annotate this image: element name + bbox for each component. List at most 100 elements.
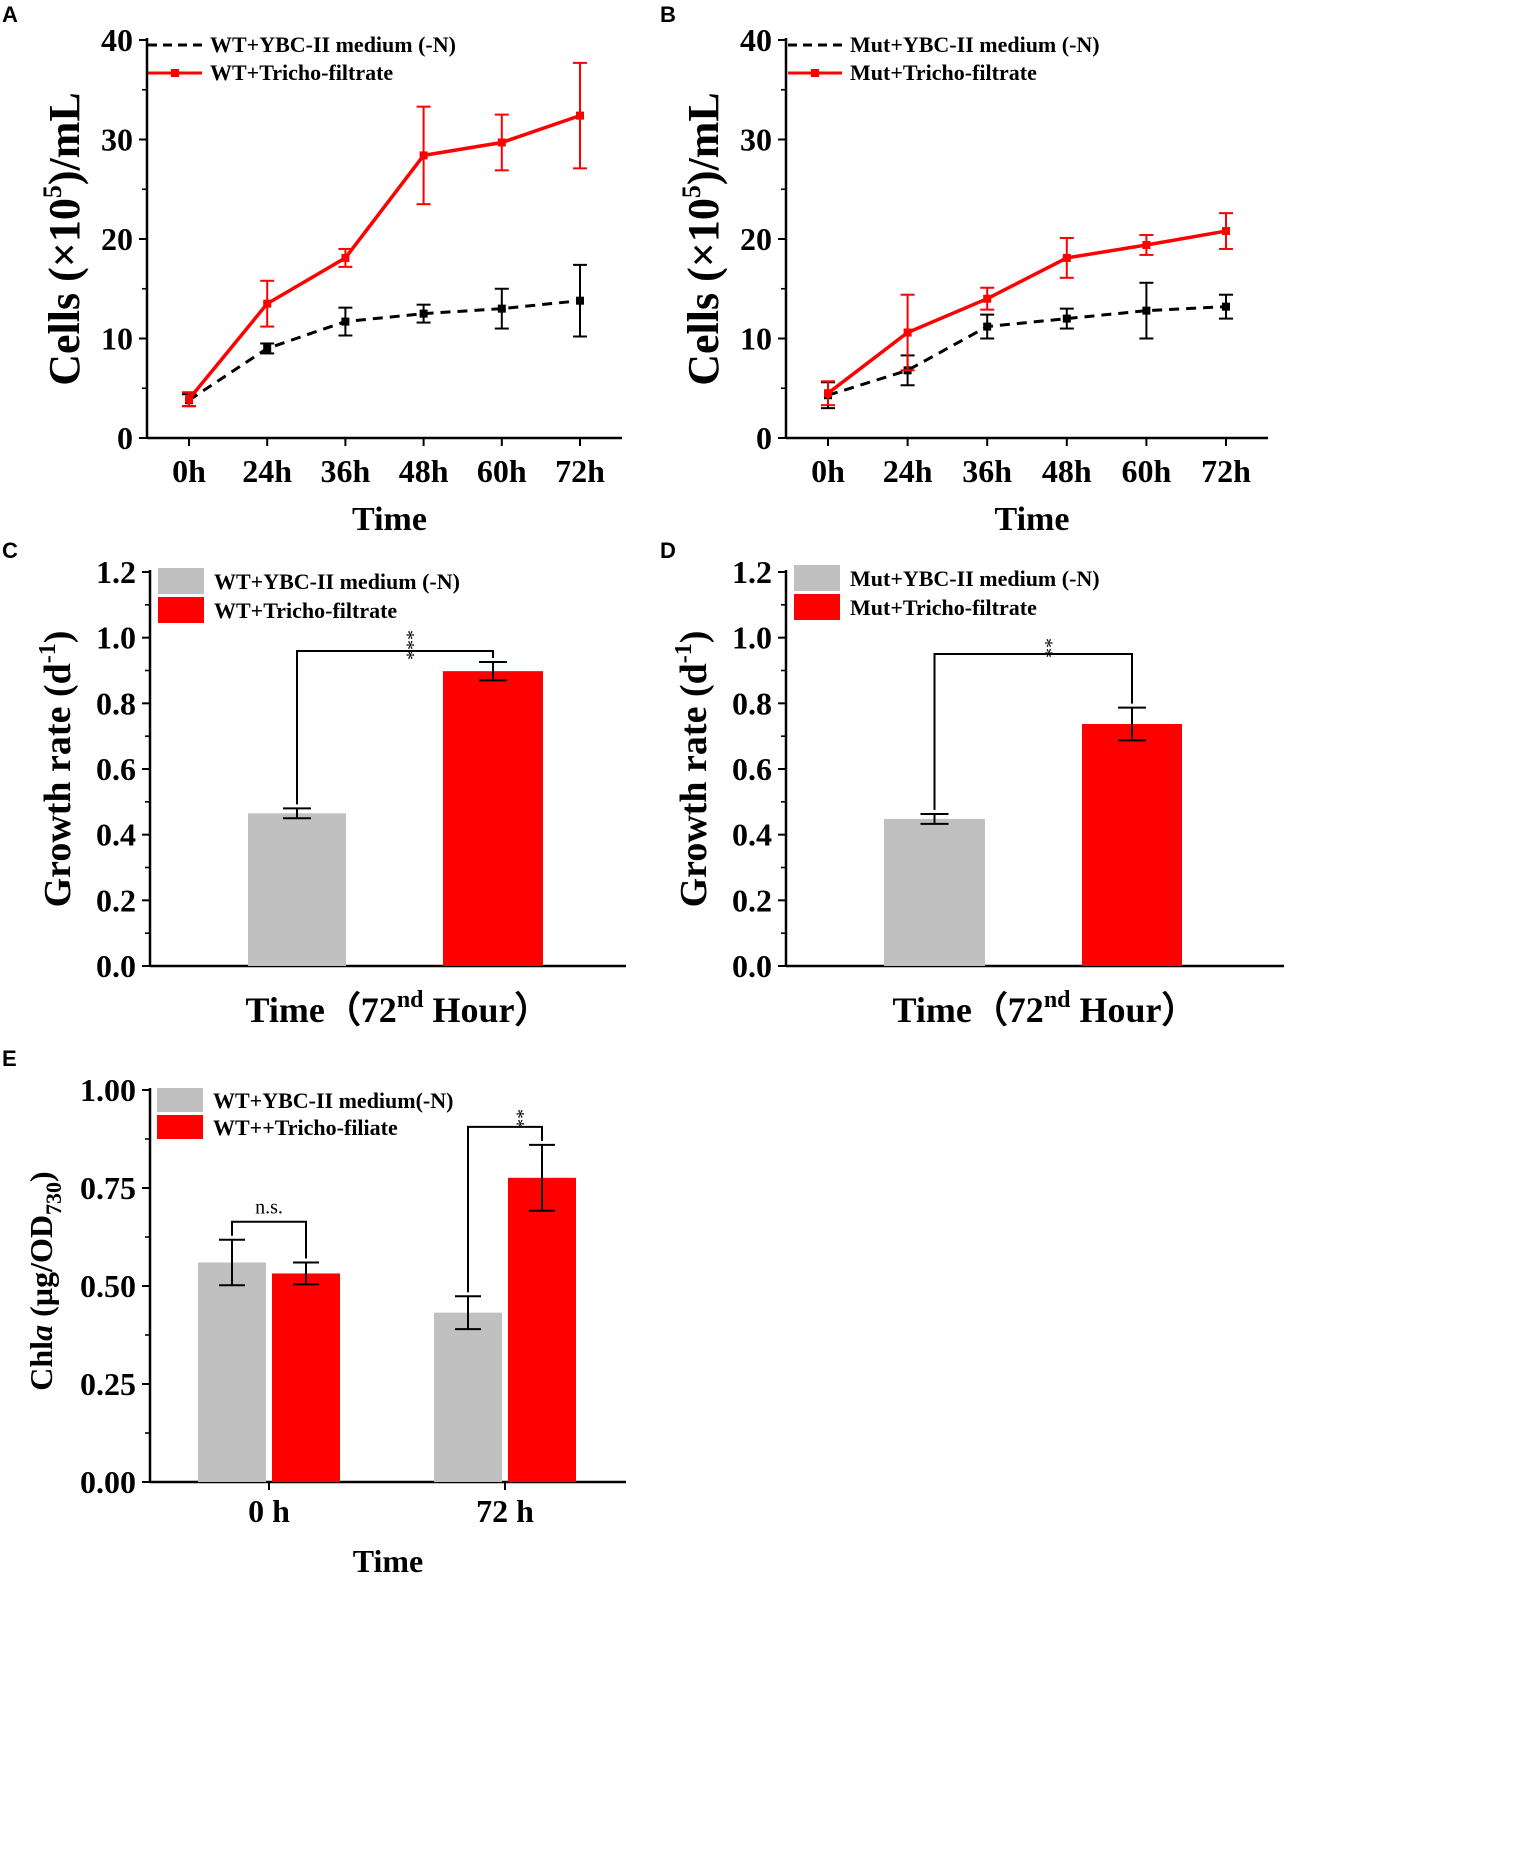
chart-d-y-tick-label: 0.2 — [732, 882, 772, 918]
chart-d-significance-bracket — [933, 653, 1133, 810]
chart-c-y-tick-label: 0.4 — [96, 817, 136, 853]
chart-e-y-tick-label: 0.00 — [80, 1464, 136, 1500]
chart-c-y-tick-label: 0.6 — [96, 751, 136, 787]
panel-label-d: D — [660, 538, 676, 563]
chart-a-x-tick-label: 0h — [172, 453, 206, 489]
chart-c-y-title-part: ) — [37, 631, 79, 644]
chart-e-x-tick-label: 0 h — [248, 1493, 290, 1529]
chart-b-series-2-point — [983, 294, 992, 303]
chart-d-series-2-bar — [1082, 724, 1182, 966]
chart-b-series-1-point — [1222, 302, 1230, 311]
chart-a-y-tick-label: 30 — [101, 122, 133, 158]
chart-b-y-axis-title: Cells (×105)/mL — [677, 92, 728, 386]
chart-e-y-title-part: (µg/OD — [23, 1215, 59, 1325]
panel-label-a: A — [2, 2, 18, 27]
panel-label-b: B — [660, 2, 676, 27]
chart-c-x-axis-title: Time（72nd Hour） — [245, 987, 550, 1030]
chart-e-series-1-bar — [198, 1262, 266, 1482]
chart-d-y-axis-title: Growth rate (d-1) — [671, 631, 715, 908]
chart-a-x-tick-label: 60h — [477, 453, 527, 489]
chart-e-series-2-bar — [272, 1273, 340, 1482]
chart-b-series-2-point — [824, 389, 832, 398]
chart-a-series-1-point — [497, 304, 506, 313]
chart-a-y-tick-label: 20 — [101, 221, 133, 257]
chart-c-y-title-part: Growth rate (d — [37, 663, 79, 907]
chart-d-y-tick-label: 0.4 — [732, 817, 772, 853]
chart-a-y-axis-title: Cells (×105)/mL — [38, 92, 89, 386]
chart-e-y-tick-label: 0.50 — [80, 1268, 136, 1304]
chart-b-y-tick-label: 40 — [740, 22, 772, 58]
chart-a-series-1-point — [263, 344, 272, 353]
panel-label-e: E — [2, 1046, 17, 1071]
chart-e-significance-label: ** — [506, 1109, 528, 1129]
chart-a-series-1-legend-label: WT+YBC-II medium (-N) — [210, 32, 456, 57]
chart-b-x-tick-label: 72h — [1201, 453, 1251, 489]
chart-d-significance-label: ** — [1034, 638, 1056, 658]
chart-b-series-2-point — [1222, 227, 1230, 236]
chart-b-y-tick-label: 30 — [740, 122, 772, 158]
chart-a-y-tick-label: 10 — [101, 321, 133, 357]
chart-a-series-2-point — [497, 138, 506, 147]
chart-c-significance-bracket — [296, 650, 494, 805]
chart-a-series-2-point — [185, 395, 193, 404]
chart-a-x-tick-label: 72h — [555, 453, 605, 489]
chart-b-series-1-line — [827, 305, 1227, 397]
chart-a-x-tick-label: 24h — [242, 453, 292, 489]
chart-c-x-title-part: Hour） — [424, 990, 551, 1030]
chart-e-series-1-bar — [434, 1312, 502, 1482]
chart-a-series-2-point — [263, 299, 272, 308]
chart-d-x-title-part: Hour） — [1071, 990, 1198, 1030]
chart-b-series-2-legend-label: Mut+Tricho-filtrate — [850, 60, 1037, 85]
chart-e-y-title-sub: 730 — [41, 1182, 66, 1215]
chart-a-series-1-point — [419, 309, 428, 318]
chart-c-series-2-bar — [443, 671, 543, 966]
chart-d-y-tick-label: 1.2 — [732, 554, 772, 590]
chart-c-y-tick-label: 0.0 — [96, 948, 136, 984]
chart-b-series-2-point — [1142, 240, 1151, 249]
chart-a-y-tick-label: 0 — [117, 420, 133, 456]
chart-c-series-1-legend-label: WT+YBC-II medium (-N) — [214, 569, 460, 594]
chart-b-series-2-point — [903, 328, 912, 337]
chart-c-series-2-legend-label: WT+Tricho-filtrate — [214, 598, 397, 623]
chart-d-series-1-legend-swatch — [794, 565, 840, 591]
chart-a-series-1-point — [576, 296, 584, 305]
chart-b-series-1-legend-label: Mut+YBC-II medium (-N) — [850, 32, 1100, 57]
chart-d-x-axis-title: Time（72nd Hour） — [892, 987, 1197, 1030]
chart-b-y-title-sup: 5 — [677, 185, 706, 198]
chart-e-y-tick-label: 0.75 — [80, 1170, 136, 1206]
chart-c-series-1-legend-swatch — [158, 568, 204, 594]
chart-c-y-tick-label: 1.0 — [96, 620, 136, 656]
chart-b-y-tick-label: 10 — [740, 321, 772, 357]
chart-d-y-tick-label: 1.0 — [732, 620, 772, 656]
chart-a-series-1-point — [341, 317, 350, 326]
chart-e-y-title-part: Chl — [23, 1341, 59, 1391]
chart-a-series-2-point — [419, 151, 428, 160]
chart-d-series-2-legend-swatch — [794, 594, 840, 620]
chart-b-y-tick-label: 20 — [740, 221, 772, 257]
chart-b-x-tick-label: 24h — [883, 453, 933, 489]
chart-c-significance-label: *** — [396, 630, 418, 660]
chart-e-y-title-italic: a — [23, 1325, 59, 1341]
chart-d-y-tick-label: 0.8 — [732, 685, 772, 721]
chart-c-series-2-legend-swatch — [158, 597, 204, 623]
chart-e-series-2-bar — [508, 1177, 576, 1482]
chart-e-x-tick-label: 72 h — [476, 1493, 534, 1529]
chart-e-x-axis-title: Time — [353, 1543, 424, 1579]
chart-d-series-1-legend-label: Mut+YBC-II medium (-N) — [850, 566, 1100, 591]
chart-e-significance-label: n.s. — [255, 1197, 283, 1219]
chart-c-y-tick-label: 0.2 — [96, 882, 136, 918]
chart-d-x-title-sup: nd — [1044, 987, 1071, 1013]
chart-a-y-title-part: )/mL — [40, 92, 89, 185]
chart-a-x-tick-label: 48h — [399, 453, 449, 489]
chart-d-y-title-part: ) — [673, 631, 715, 644]
chart-e-series-1-legend-swatch — [157, 1088, 203, 1112]
chart-a-series-2-legend-marker — [171, 69, 179, 77]
chart-b-y-tick-label: 0 — [756, 420, 772, 456]
chart-e-y-tick-label: 1.00 — [80, 1072, 136, 1108]
chart-b-x-tick-label: 0h — [811, 453, 845, 489]
chart-a-x-tick-label: 36h — [321, 453, 371, 489]
chart-a-x-axis-title: Time — [352, 501, 427, 538]
chart-c-y-tick-label: 0.8 — [96, 685, 136, 721]
chart-d-series-2-legend-label: Mut+Tricho-filtrate — [850, 595, 1037, 620]
chart-d-x-title-part: Time（72 — [892, 990, 1043, 1030]
